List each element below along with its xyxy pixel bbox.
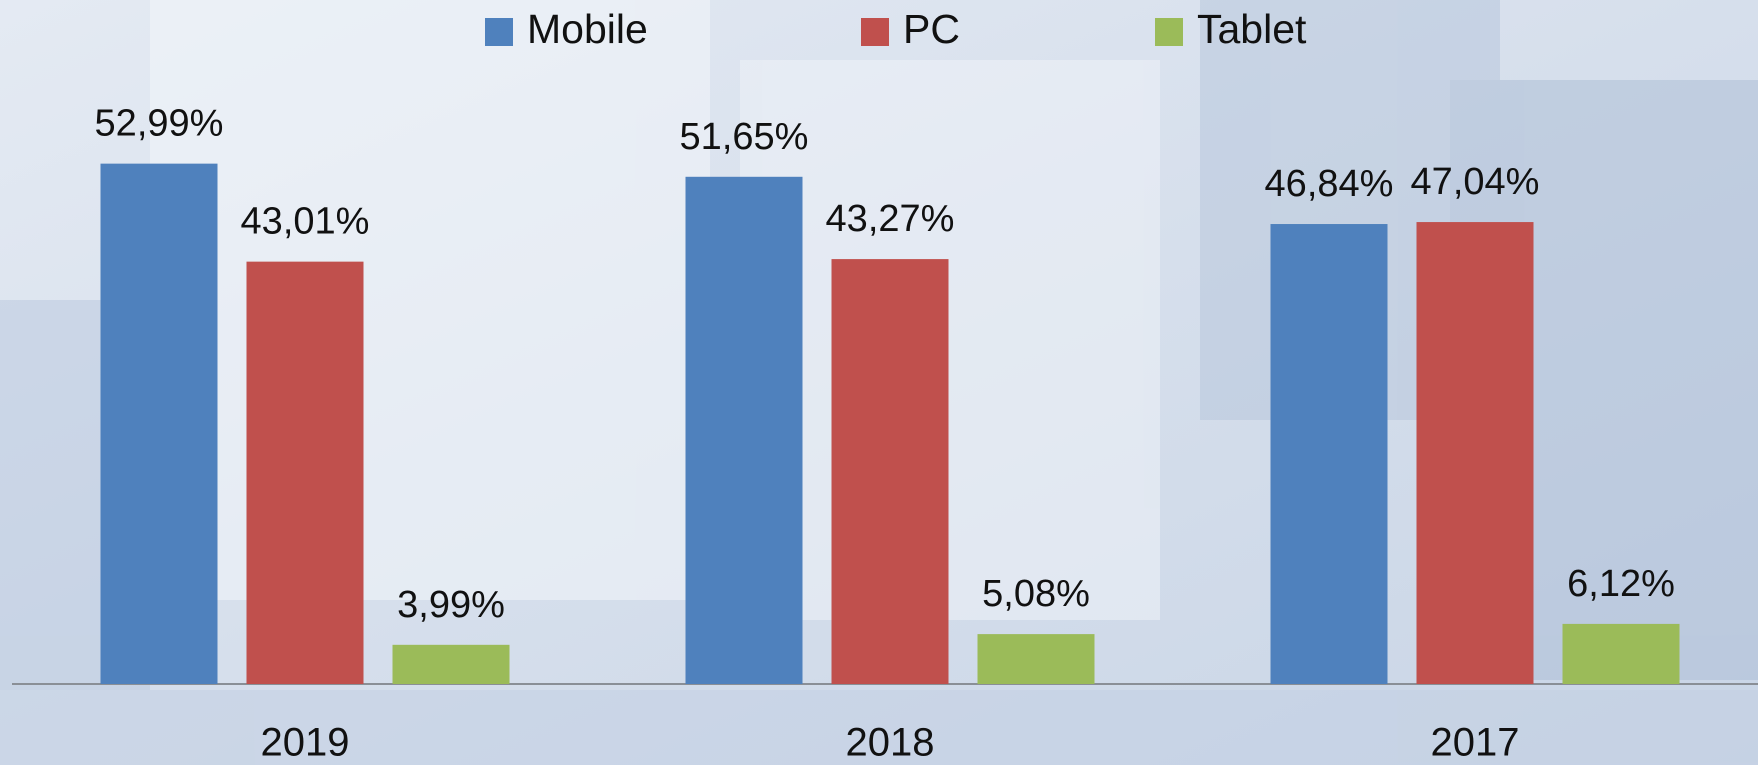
value-label: 5,08%: [982, 573, 1090, 615]
bar: [100, 163, 218, 685]
bar: [246, 261, 364, 684]
bar: [1416, 222, 1534, 684]
bar: [1270, 224, 1388, 685]
legend-swatch: [861, 18, 889, 46]
legend-label: Mobile: [527, 6, 648, 52]
bar: [1562, 623, 1680, 684]
value-label: 51,65%: [680, 116, 809, 158]
x-tick-label: 2017: [1431, 721, 1520, 765]
legend-swatch: [1155, 18, 1183, 46]
value-label: 43,27%: [826, 198, 955, 240]
value-label: 47,04%: [1411, 161, 1540, 203]
legend-swatch: [485, 18, 513, 46]
value-label: 52,99%: [95, 103, 224, 145]
legend-label: Tablet: [1197, 6, 1307, 52]
value-label: 6,12%: [1567, 563, 1675, 605]
bar: [392, 644, 510, 684]
x-tick-label: 2018: [846, 721, 935, 765]
value-label: 43,01%: [241, 201, 370, 243]
bar: [831, 259, 949, 684]
value-label: 46,84%: [1265, 163, 1394, 205]
x-tick-label: 2019: [261, 721, 350, 765]
value-label: 3,99%: [397, 584, 505, 626]
bar: [977, 634, 1095, 684]
bar: [685, 176, 803, 684]
legend-label: PC: [903, 6, 960, 52]
